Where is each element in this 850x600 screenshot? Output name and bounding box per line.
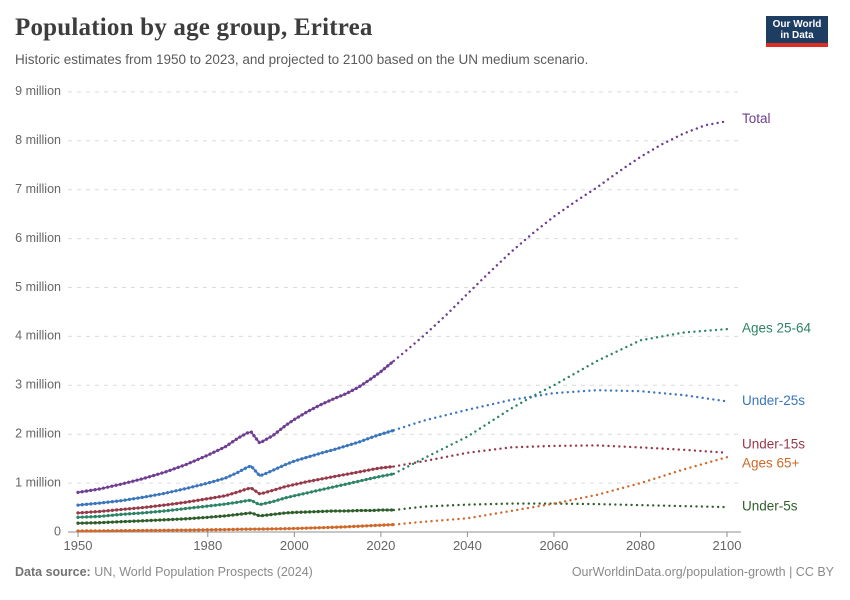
series-label-ages-25-64[interactable]: Ages 25-64 [742, 321, 812, 336]
y-tick-label: 5 million [15, 280, 61, 294]
series-historic-dots-ages-25-64[interactable] [76, 472, 396, 519]
series-projection-dots-ages-65plus[interactable] [392, 456, 729, 526]
data-source-text: UN, World Population Prospects (2024) [90, 565, 313, 579]
owid-logo-line1: Our World [772, 18, 822, 30]
series-label-under-25s[interactable]: Under-25s [742, 393, 805, 408]
x-tick-label: 2040 [453, 538, 482, 553]
x-tick-label: 1950 [64, 538, 93, 553]
y-tick-label: 4 million [15, 329, 61, 343]
owid-url-license[interactable]: OurWorldinData.org/population-growth | C… [571, 565, 834, 579]
y-tick-label: 3 million [15, 378, 61, 392]
series-historic-dots-under-5s[interactable] [76, 508, 396, 525]
series-projection-dots-ages-25-64[interactable] [392, 327, 729, 475]
x-tick-label: 1980 [193, 538, 222, 553]
data-source-note: Data source: UN, World Population Prospe… [15, 565, 313, 579]
series-historic-dots-under-15s[interactable] [76, 464, 396, 515]
owid-logo-line2: in Data [780, 29, 814, 41]
series-historic-dots-under-25s[interactable] [76, 428, 396, 507]
series-label-ages-65plus[interactable]: Ages 65+ [742, 456, 800, 471]
x-tick-label: 2100 [713, 538, 742, 553]
series-label-under-15s[interactable]: Under-15s [742, 436, 805, 451]
owid-logo-redbar [766, 43, 828, 47]
series-historic-dots-ages-65plus[interactable] [76, 522, 396, 533]
series-projection-dots-under-15s[interactable] [392, 444, 729, 468]
series-projection-dots-total[interactable] [392, 119, 729, 363]
y-tick-label: 6 million [15, 231, 61, 245]
y-tick-label: 7 million [15, 182, 61, 196]
x-tick-label: 2080 [626, 538, 655, 553]
page-title: Population by age group, Eritrea [15, 14, 373, 41]
y-tick-label: 8 million [15, 133, 61, 147]
x-tick-label: 2020 [366, 538, 395, 553]
y-tick-label: 2 million [15, 426, 61, 440]
x-tick-label: 2060 [539, 538, 568, 553]
series-historic-dots-total[interactable] [76, 359, 396, 495]
y-tick-label: 1 million [15, 475, 61, 489]
y-tick-label: 0 [54, 524, 61, 538]
series-label-total[interactable]: Total [742, 111, 771, 126]
data-source-label: Data source: [15, 565, 91, 579]
owid-logo-box: Our World in Data [766, 16, 828, 43]
series-label-under-5s[interactable]: Under-5s [742, 499, 798, 514]
chart-subtitle: Historic estimates from 1950 to 2023, an… [15, 52, 589, 67]
series-projection-dots-under-25s[interactable] [392, 389, 729, 432]
series-projection-dots-under-5s[interactable] [392, 502, 729, 512]
owid-logo[interactable]: Our World in Data [766, 16, 828, 47]
y-tick-label: 9 million [15, 84, 61, 98]
x-tick-label: 2000 [280, 538, 309, 553]
